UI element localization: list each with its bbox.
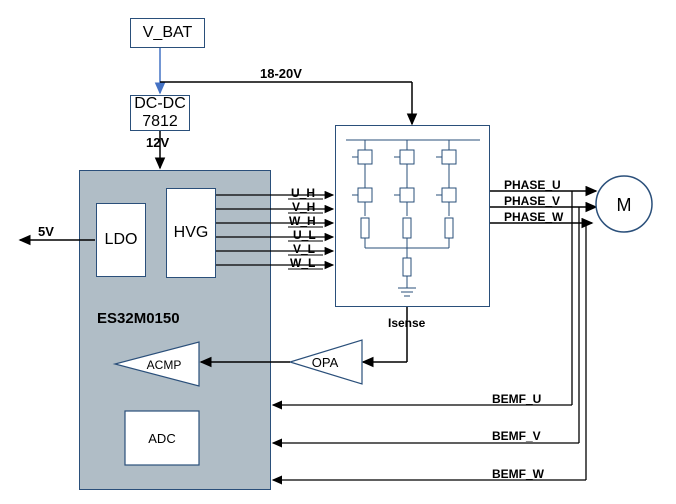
svg-text:M: M xyxy=(617,195,632,215)
svg-text:ADC: ADC xyxy=(148,431,175,446)
diagram-lines: M OPA ACMP ADC xyxy=(0,0,676,504)
svg-text:ACMP: ACMP xyxy=(147,358,182,372)
svg-text:OPA: OPA xyxy=(312,355,339,370)
